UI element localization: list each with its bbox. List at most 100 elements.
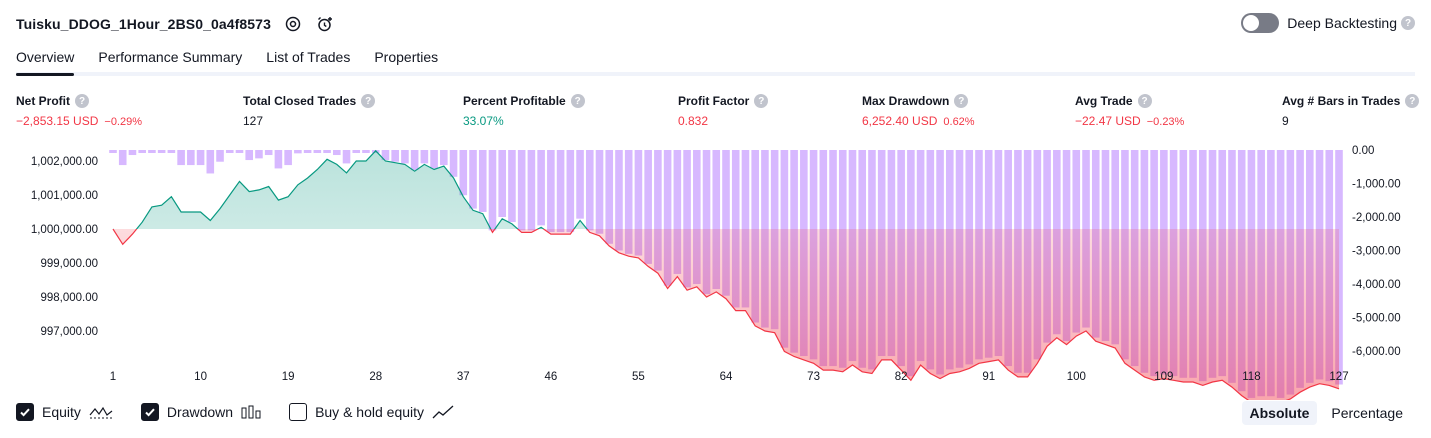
metric-max-drawdown: Max Drawdown? 6,252.40 USD 0.62% [862, 94, 975, 128]
drawdown-bar [722, 150, 730, 296]
trade-tick-label: 64 [720, 371, 733, 383]
drawdown-bar [469, 150, 477, 209]
trade-tick-label: 37 [457, 371, 470, 383]
help-icon[interactable]: ? [1405, 94, 1420, 108]
drawdown-tick-label: 0.00 [1352, 145, 1374, 157]
metric-label: Avg # Bars in Trades [1282, 94, 1401, 108]
help-icon[interactable]: ? [1137, 94, 1152, 108]
tab-list-of-trades[interactable]: List of Trades [266, 49, 351, 65]
drawdown-bar [323, 150, 331, 153]
drawdown-bar [352, 150, 361, 153]
mode-percentage-button[interactable]: Percentage [1331, 405, 1403, 421]
drawdown-checkbox[interactable] [140, 403, 159, 421]
mode-absolute-button[interactable]: Absolute [1241, 401, 1318, 425]
help-icon[interactable]: ? [570, 94, 585, 108]
metric-label: Avg Trade [1075, 94, 1133, 108]
drawdown-bar [410, 150, 419, 171]
drawdown-bar [712, 150, 721, 290]
drawdown-bar [138, 150, 146, 153]
drawdown-bar [605, 150, 614, 244]
metric-total-closed-trades: Total Closed Trades? 127 [243, 94, 376, 128]
drawdown-bar [440, 150, 448, 166]
add-alert-icon[interactable] [315, 14, 335, 34]
drawdown-bar [585, 150, 594, 231]
metric-avg-trade: Avg Trade? −22.47 USD −0.23% [1075, 94, 1184, 128]
drawdown-bar [303, 150, 312, 153]
drawdown-bar [517, 150, 526, 231]
toggle-knob [1243, 15, 1260, 31]
metrics-row: Net Profit? −2,853.15 USD −0.29% Total Cl… [0, 94, 1431, 130]
drawdown-bar [566, 150, 575, 233]
equity-tick-label: 1,001,000.00 [31, 190, 98, 202]
loss-area [113, 229, 1339, 400]
buy-hold-checkbox[interactable] [289, 403, 308, 421]
drawdown-bar [731, 150, 740, 308]
drawdown-bar [274, 150, 283, 169]
trade-tick-label: 73 [807, 371, 820, 383]
legend-drawdown-label: Drawdown [166, 404, 234, 420]
display-mode-toggle: Absolute Percentage [1236, 401, 1412, 425]
trade-tick-label: 118 [1242, 371, 1260, 383]
drawdown-bar [488, 150, 497, 231]
drawdown-bar [556, 150, 565, 233]
metric-value: 6,252.40 USD [862, 114, 938, 128]
tab-overview[interactable]: Overview [16, 44, 75, 76]
equity-drawdown-chart[interactable]: 1,002,000.00 1,001,000.00 1,000,000.00 999,… [0, 140, 1431, 400]
drawdown-bar [216, 150, 224, 162]
legend-buy-hold-label: Buy & hold equity [315, 404, 425, 420]
drawdown-bar [547, 150, 555, 233]
drawdown-bar [673, 150, 682, 274]
equity-tick-label: 998,000.00 [40, 292, 98, 304]
legend-equity-label: Equity [42, 404, 81, 420]
drawdown-bar [615, 150, 623, 251]
metric-avg-bars-in-trades: Avg # Bars in Trades? 9 [1282, 94, 1420, 128]
drawdown-axis: 0.00 -1,000.00 -2,000.00 -3,000.00 -4,000.00… [1352, 145, 1401, 358]
drawdown-bar [634, 150, 643, 256]
drawdown-bar [459, 150, 468, 196]
drawdown-tick-label: -6,000.00 [1352, 346, 1401, 358]
equity-areas [113, 150, 1339, 400]
drawdown-bar [235, 150, 244, 153]
help-icon[interactable]: ? [361, 94, 376, 108]
drawdown-bar [741, 150, 750, 308]
deep-backtesting-toggle[interactable] [1241, 13, 1280, 33]
drawdown-bar [624, 150, 633, 254]
help-icon[interactable]: ? [75, 94, 89, 108]
help-icon[interactable]: ? [954, 94, 969, 108]
equity-line-profit [113, 149, 588, 229]
legend-drawdown[interactable]: Drawdown [140, 403, 261, 421]
equity-tick-label: 1,000,000.00 [31, 224, 98, 236]
drawdown-bar [420, 150, 429, 164]
drawdown-bar [245, 150, 254, 161]
metric-sub: −0.23% [1146, 116, 1185, 128]
tab-bar: Overview Performance Summary List of Tra… [16, 44, 1415, 76]
drawdown-bar [527, 150, 536, 231]
tab-performance-summary[interactable]: Performance Summary [98, 49, 243, 65]
equity-checkbox[interactable] [16, 403, 34, 421]
drawdown-bar [157, 150, 166, 153]
help-icon[interactable]: ? [754, 94, 769, 108]
metric-value: 127 [243, 114, 264, 128]
drawdown-bar [167, 150, 176, 153]
trade-tick-label: 91 [982, 371, 995, 383]
drawdown-bar [508, 150, 516, 223]
trade-number-axis: 1 10 19 28 37 46 55 64 73 82 91 100 109 118 127 [110, 371, 1349, 383]
equity-lines [112, 149, 1340, 400]
legend-equity[interactable]: Equity [16, 403, 113, 421]
drawdown-bar [654, 150, 662, 271]
settings-icon[interactable] [283, 14, 303, 34]
drawdown-bar [595, 150, 604, 234]
help-icon[interactable]: ? [1401, 16, 1415, 30]
drawdown-bar [401, 150, 409, 164]
metric-label: Total Closed Trades [243, 94, 357, 108]
metric-value: 0.832 [678, 114, 709, 128]
metric-profit-factor: Profit Factor? 0.832 [678, 94, 769, 128]
metric-sub: 0.62% [943, 116, 975, 128]
equity-tick-label: 999,000.00 [40, 258, 98, 270]
drawdown-bar [702, 150, 711, 295]
legend-buy-hold[interactable]: Buy & hold equity [289, 403, 454, 421]
drawdown-bar [576, 150, 584, 219]
equity-tick-label: 997,000.00 [40, 326, 98, 338]
equity-tick-label: 1,002,000.00 [31, 156, 98, 168]
tab-properties[interactable]: Properties [374, 49, 439, 65]
